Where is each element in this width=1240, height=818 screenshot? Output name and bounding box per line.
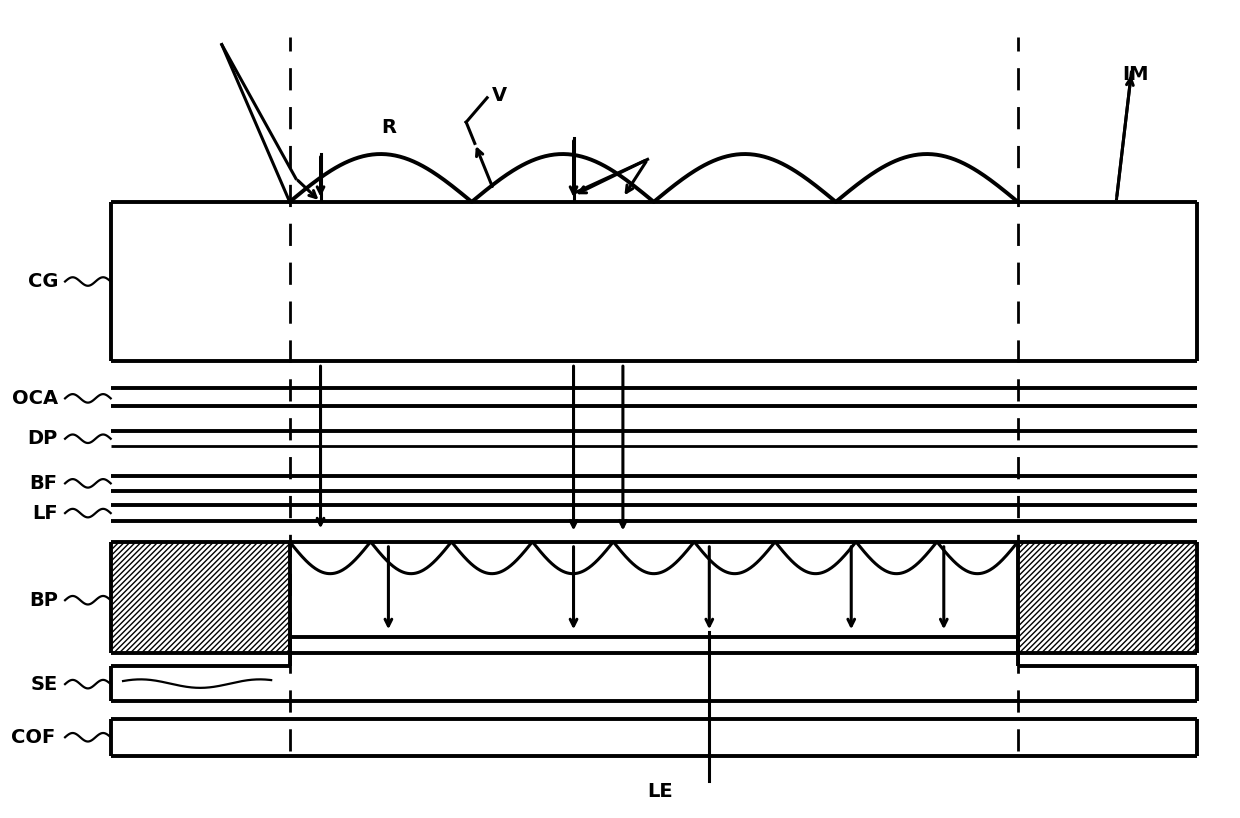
- Text: OCA: OCA: [11, 389, 57, 408]
- Text: BF: BF: [30, 474, 57, 493]
- Text: LE: LE: [647, 782, 673, 801]
- Text: IM: IM: [1122, 65, 1148, 84]
- Text: CG: CG: [29, 272, 58, 291]
- Text: R: R: [381, 118, 396, 137]
- Text: COF: COF: [11, 728, 55, 747]
- Text: LF: LF: [32, 504, 57, 523]
- Text: BP: BP: [29, 591, 57, 609]
- Bar: [1018, 542, 1197, 654]
- Bar: [1018, 542, 1197, 654]
- Text: DP: DP: [27, 429, 57, 448]
- Text: SE: SE: [31, 675, 57, 694]
- Bar: [110, 542, 290, 654]
- Text: V: V: [492, 86, 507, 105]
- Bar: [110, 542, 290, 654]
